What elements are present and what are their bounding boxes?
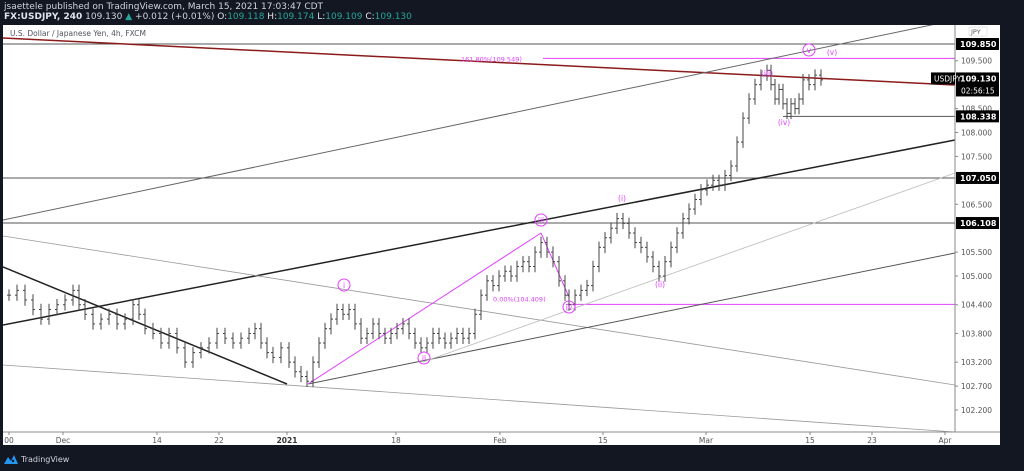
x-tick-label: 15 xyxy=(598,436,608,445)
x-tick-label: 15 xyxy=(805,436,815,445)
x-tick-label: Dec xyxy=(56,436,71,445)
symbol-tag-bg xyxy=(931,72,955,85)
wave-label-circle xyxy=(562,300,576,314)
currency-badge-label: JPY xyxy=(970,28,981,36)
up-arrow-icon: ▲ xyxy=(125,12,133,22)
low-value: 109.109 xyxy=(325,12,363,22)
price-label: 107.050 xyxy=(960,174,997,183)
wave-label: iv xyxy=(566,303,573,312)
low-label: L: xyxy=(317,12,326,22)
open-value: 109.118 xyxy=(227,12,265,22)
y-tick-label: 108.000 xyxy=(961,129,992,138)
resistance-trendline[interactable] xyxy=(3,37,956,86)
wave-label-circle xyxy=(802,43,816,57)
close-label: C: xyxy=(365,12,375,22)
y-tick-label: 102.700 xyxy=(961,382,992,391)
open-label: O: xyxy=(217,12,228,22)
channel-midline[interactable] xyxy=(3,139,956,326)
x-tick-label: Feb xyxy=(493,436,507,445)
y-tick-label: 109.500 xyxy=(961,57,992,66)
tradingview-logo-icon xyxy=(4,455,18,464)
x-tick-label: 22 xyxy=(214,436,224,445)
y-tick-label: 108.500 xyxy=(961,105,992,114)
wave-label-circle xyxy=(337,278,351,292)
lower-descending-line[interactable] xyxy=(3,364,956,433)
x-tick-label: 2021 xyxy=(277,436,298,445)
price-label-tag xyxy=(956,72,999,97)
footer-brand: TradingView xyxy=(4,455,69,464)
x-tick-label: 00 xyxy=(4,436,14,445)
y-tick-label: 103.800 xyxy=(961,329,992,338)
price-label: 109.850 xyxy=(960,40,997,49)
y-tick-label: 104.400 xyxy=(961,301,992,310)
brand-name: TradingView xyxy=(21,455,70,464)
y-tick-label: 102.200 xyxy=(961,406,992,415)
chart-header: jsaettele published on TradingView.com, … xyxy=(4,2,412,22)
change-value: +0.012 (+0.01%) xyxy=(135,12,215,22)
wave-label: (iv) xyxy=(778,118,790,127)
fib-label: 0.00%(104.409) xyxy=(493,295,546,303)
wave-projection-line[interactable] xyxy=(307,232,542,385)
price-label-tag xyxy=(956,110,999,123)
chart-title: U.S. Dollar / Japanese Yen, 4h, FXCM xyxy=(10,29,146,38)
wave-label: (i) xyxy=(618,194,626,203)
bar-countdown: 02:56:15 xyxy=(961,86,995,95)
fib-label: 161.80%(109.549) xyxy=(461,55,522,63)
y-tick-label: 106.500 xyxy=(961,200,992,209)
chart-pane[interactable]: 161.80%(109.549) 0.00%(104.409) i ii iii iv (i… xyxy=(3,25,1000,445)
price-label: 108.338 xyxy=(960,112,997,121)
lower-channel-line[interactable] xyxy=(307,252,956,385)
symbol-tag: USDJPY xyxy=(934,74,962,83)
inner-channel-line[interactable] xyxy=(422,172,956,363)
wave-label: (v) xyxy=(827,48,837,57)
x-tick-label: Mar xyxy=(699,436,714,445)
descending-line[interactable] xyxy=(3,235,956,386)
x-tick-label: 14 xyxy=(152,436,162,445)
wave-label-circle xyxy=(534,213,548,227)
y-tick-label: 103.200 xyxy=(961,358,992,367)
close-value: 109.130 xyxy=(374,12,412,22)
wave-label: i xyxy=(343,281,345,290)
wave-label: iii xyxy=(538,216,544,225)
price-label: 109.130 xyxy=(960,74,997,83)
price-label-tag xyxy=(956,38,999,50)
wave-label: (ii) xyxy=(655,280,665,289)
channel-upper-line[interactable] xyxy=(3,25,955,221)
x-tick-label: Apr xyxy=(939,436,953,445)
price-bars xyxy=(7,64,823,388)
y-tick-label: 105.000 xyxy=(961,272,992,281)
wave-label: ii xyxy=(422,354,426,363)
drawing-tools xyxy=(3,25,956,433)
symbol-label: FX:USDJPY, 240 xyxy=(4,12,83,22)
wave-label: v xyxy=(807,46,812,55)
currency-badge[interactable] xyxy=(968,26,988,37)
high-label: H: xyxy=(267,12,278,22)
wave-label-circle xyxy=(417,351,431,365)
time-axis[interactable] xyxy=(3,432,1000,445)
price-label-tag xyxy=(956,171,999,184)
price-label-tag xyxy=(956,217,999,230)
publish-info: jsaettele published on TradingView.com, … xyxy=(4,2,324,12)
high-value: 109.174 xyxy=(277,12,315,22)
wave-projection-line[interactable] xyxy=(540,232,570,298)
last-price: 109.130 xyxy=(85,12,123,22)
price-label: 106.108 xyxy=(960,219,997,228)
price-chart[interactable]: 161.80%(109.549)0.00%(104.409)iiiiiiiv(i… xyxy=(3,25,1000,445)
wave-label: (iii) xyxy=(761,69,773,78)
y-tick-label: 105.500 xyxy=(961,248,992,257)
x-tick-label: 18 xyxy=(391,436,401,445)
x-tick-label: 23 xyxy=(867,436,877,445)
y-tick-label: 107.500 xyxy=(961,152,992,161)
